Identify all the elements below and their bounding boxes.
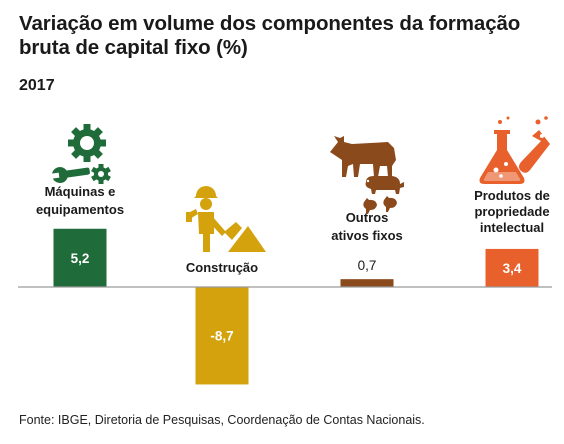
category-label-3: Outros [346, 210, 389, 225]
value-label-3: 0,7 [358, 258, 377, 273]
bar-4 [485, 248, 539, 287]
category-label-4: propriedade [474, 204, 549, 219]
lab-flask-icon [479, 116, 550, 184]
source-note: Fonte: IBGE, Diretoria de Pesquisas, Coo… [19, 413, 425, 427]
category-label-3: ativos fixos [331, 228, 403, 243]
bar-3 [340, 279, 394, 287]
value-label-1: 5,2 [71, 251, 90, 266]
gears-wrench-icon [49, 124, 111, 184]
value-label-2: -8,7 [210, 329, 233, 344]
livestock-icon [330, 136, 404, 214]
bar-2 [195, 287, 249, 385]
category-label-1: equipamentos [36, 202, 124, 217]
category-label-2: Construção [186, 260, 258, 275]
bar-1 [53, 228, 107, 287]
category-label-4: intelectual [480, 220, 544, 235]
chart-title: Variação em volume dos componentes da fo… [19, 12, 521, 59]
chart-subtitle: 2017 [19, 77, 55, 94]
construction-worker-icon [186, 186, 266, 252]
category-label-1: Máquinas e [45, 184, 116, 199]
value-label-4: 3,4 [503, 261, 522, 276]
category-label-4: Produtos de [474, 188, 550, 203]
